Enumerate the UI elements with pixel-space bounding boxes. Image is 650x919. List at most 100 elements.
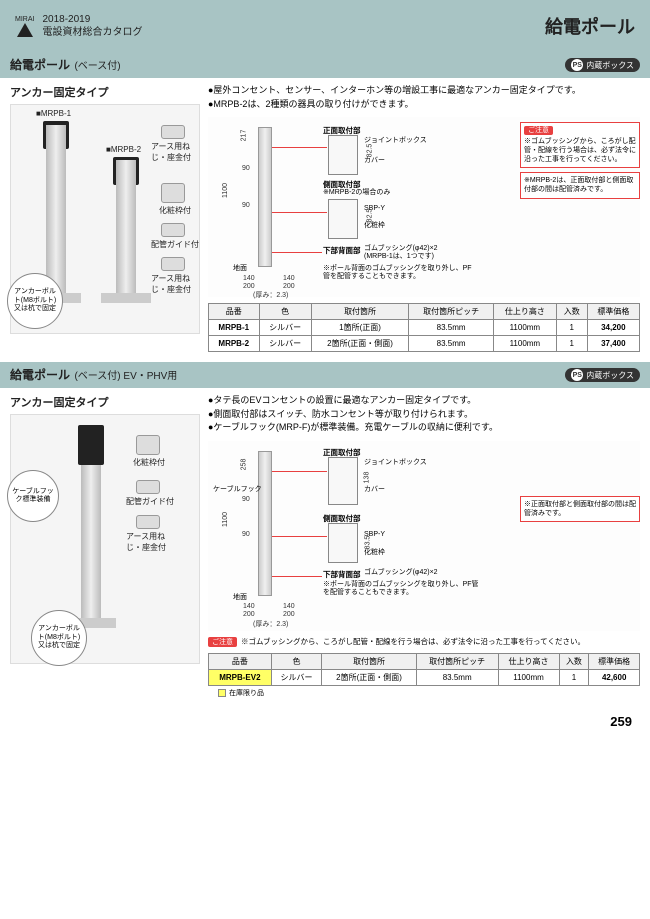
section1-bar: 給電ポール (ベース付) PS 内蔵ボックス xyxy=(0,52,650,78)
td: 1100mm xyxy=(493,320,556,336)
stock-note: 在庫限り品 xyxy=(208,686,640,700)
section1-subtitle: (ベース付) xyxy=(74,61,120,72)
td-hl: MRPB-EV2 xyxy=(209,669,272,685)
product-figure-2: ケーブルフック標準装備 アンカーボルト(M8ボルト)又は杭で固定 化粧枠付 配管… xyxy=(10,414,200,664)
acc-frame: 化粧枠付 xyxy=(159,205,191,216)
bullet: ●側面取付部はスイッチ、防水コンセント等が取り付けられます。 xyxy=(208,408,640,422)
arrow-6 xyxy=(272,576,322,577)
bushing-label-2: ゴムブッシング(φ42)×2 xyxy=(364,569,438,577)
part-side-note: ※MRPB-2の場合のみ xyxy=(323,189,390,197)
dim-thick: (厚み：2.3) xyxy=(253,290,288,300)
acc-earth-3: アース用ねじ・座金付 xyxy=(126,531,181,553)
acc-earth-1: アース用ねじ・座金付 xyxy=(151,141,199,163)
warning-box-2: ※MRPB-2は、正面取付部と側面取付部の間は配管済みです。 xyxy=(520,172,640,198)
section2-body: アンカー固定タイプ ケーブルフック標準装備 アンカーボルト(M8ボルト)又は杭で… xyxy=(0,388,650,710)
th: 色 xyxy=(271,653,322,669)
pole2 xyxy=(116,160,136,295)
dim-1100-2: 1100 xyxy=(222,511,229,526)
table-header-row: 品番 色 取付箇所 取付箇所ピッチ 仕上り高さ 入数 標準価格 xyxy=(209,653,640,669)
td: 1100mm xyxy=(498,669,559,685)
th: 品番 xyxy=(209,304,260,320)
dim-138: 138 xyxy=(363,471,370,483)
anchor-type-label-2: アンカー固定タイプ xyxy=(10,394,200,410)
logo-triangle-icon xyxy=(17,23,33,37)
td: MRPB-2 xyxy=(209,336,260,352)
screw-icon-2 xyxy=(136,515,160,529)
warn-text-1: ※ゴムブッシングから、ころがし配管・配線を行う場合は、必ず法令に沿った工事を行っ… xyxy=(524,137,636,164)
catalog-name: 電設資材総合カタログ xyxy=(42,26,142,39)
td: MRPB-1 xyxy=(209,320,260,336)
table-row: MRPB-1 シルバー 1箇所(正面) 83.5mm 1100mm 1 34,2… xyxy=(209,320,640,336)
ps-text: 内蔵ボックス xyxy=(586,60,634,71)
brand-text: MIRAI xyxy=(15,16,34,23)
td: 83.5mm xyxy=(409,336,493,352)
table-header-row: 品番 色 取付箇所 取付箇所ピッチ 仕上り高さ 入数 標準価格 xyxy=(209,304,640,320)
page: MIRAI 2018-2019 電設資材総合カタログ 給電ポール 給電ポール (… xyxy=(0,0,650,739)
product-figure-1: ■MRPB-1 ■MRPB-2 アース用ねじ・座金付 化粧枠付 配管ガイド付 ア… xyxy=(10,104,200,334)
th: 取付箇所ピッチ xyxy=(416,653,498,669)
warn-text-bottom: ※ゴムブッシングから、ころがし配管・配線を行う場合は、必ず法令に沿った工事を行っ… xyxy=(241,637,585,647)
warning-box-3: ※正面取付部と側面取付部の間は配管済みです。 xyxy=(520,496,640,522)
td: 83.5mm xyxy=(416,669,498,685)
section1-left: アンカー固定タイプ ■MRPB-1 ■MRPB-2 アース用ねじ・座金付 化粧枠… xyxy=(10,84,200,352)
pole2-base xyxy=(101,293,151,303)
arrow-4 xyxy=(272,471,327,472)
catalog-year: 2018-2019 xyxy=(42,13,142,26)
front-box xyxy=(328,135,358,175)
dim-200a-2: 200 xyxy=(243,611,255,618)
bullet: ●屋外コンセント、センサー、インターホン等の増設工事に最適なアンカー固定タイプで… xyxy=(208,84,640,98)
dim-200a: 200 xyxy=(243,283,255,290)
section2-bullets: ●タテ長のEVコンセントの設置に最適なアンカー固定タイプです。 ●側面取付部はス… xyxy=(208,394,640,435)
dim-90b: 90 xyxy=(242,202,250,209)
td: 1 xyxy=(556,320,587,336)
ps-badge: PS 内蔵ボックス xyxy=(565,58,640,72)
anchor-callout: アンカーボルト(M8ボルト)又は杭で固定 xyxy=(7,273,63,329)
header-meta: 2018-2019 電設資材総合カタログ xyxy=(42,13,142,39)
th: 色 xyxy=(259,304,311,320)
td: 1100mm xyxy=(493,336,556,352)
td: 1 xyxy=(559,669,589,685)
dim-1100: 1100 xyxy=(222,183,229,198)
th: 取付箇所 xyxy=(322,653,416,669)
td: 83.5mm xyxy=(409,320,493,336)
dim-90a: 90 xyxy=(242,165,250,172)
td: 1箇所(正面) xyxy=(311,320,409,336)
ps-icon: PS xyxy=(571,59,583,71)
ground-label-2: 地面 xyxy=(233,594,247,602)
arrow-1 xyxy=(272,147,327,148)
table-row: MRPB-EV2 シルバー 2箇所(正面・側面) 83.5mm 1100mm 1… xyxy=(209,669,640,685)
model2-label: ■MRPB-2 xyxy=(106,145,141,154)
ev-pole-head xyxy=(78,425,104,465)
warning-box-1: ご注意 ※ゴムブッシングから、ころがし配管・配線を行う場合は、必ず法令に沿った工… xyxy=(520,122,640,168)
joint-box-label-2: ジョイントボックス xyxy=(364,459,427,467)
arrow-5 xyxy=(272,536,327,537)
td-price: 42,600 xyxy=(589,669,640,685)
ev-pole xyxy=(81,465,101,620)
guide-icon-2 xyxy=(136,480,160,494)
side-box xyxy=(328,199,358,239)
td: 2箇所(正面・側面) xyxy=(322,669,416,685)
arrow-3 xyxy=(272,252,322,253)
bottom-warning-row: ご注意 ※ゴムブッシングから、ころがし配管・配線を行う場合は、必ず法令に沿った工… xyxy=(208,637,640,649)
section2-right: ●タテ長のEVコンセントの設置に最適なアンカー固定タイプです。 ●側面取付部はス… xyxy=(208,394,640,700)
cover-label-2: カバー xyxy=(364,486,385,494)
section1-right: ●屋外コンセント、センサー、インターホン等の増設工事に最適なアンカー固定タイプで… xyxy=(208,84,640,352)
th: 仕上り高さ xyxy=(498,653,559,669)
section1-title-wrap: 給電ポール (ベース付) xyxy=(10,56,121,74)
dim-258: 258 xyxy=(240,458,247,470)
bushing-note-2: ※ポール背面のゴムブッシングを取り外し、PF管を配管することもできます。 xyxy=(323,581,483,598)
model1-label: ■MRPB-1 xyxy=(36,109,71,118)
part-bottom: 下部背面部 xyxy=(323,245,361,256)
joint-box-label: ジョイントボックス xyxy=(364,137,427,145)
section2-diagram: 1100 258 90 90 ケーブルフック 正面取付部 ジョイントボックス カ… xyxy=(208,441,640,631)
diag-pole xyxy=(258,127,272,267)
dim-thick-2: (厚み：2.3) xyxy=(253,619,288,629)
page-header: MIRAI 2018-2019 電設資材総合カタログ 給電ポール xyxy=(0,0,650,52)
th: 入数 xyxy=(559,653,589,669)
screw-icon xyxy=(161,125,185,139)
td: 2箇所(正面・側面) xyxy=(311,336,409,352)
brand-logo: MIRAI xyxy=(15,16,34,37)
dim-835: 83.5 xyxy=(364,535,371,549)
stock-text: 在庫限り品 xyxy=(229,690,264,697)
part-bottom-2: 下部背面部 xyxy=(323,569,361,580)
